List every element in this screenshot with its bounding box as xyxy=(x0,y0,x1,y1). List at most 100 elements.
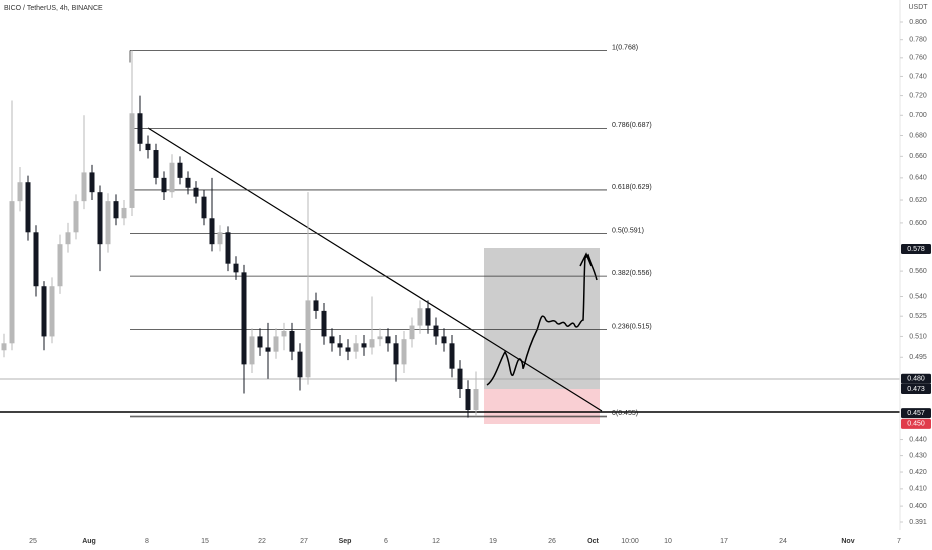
candle-body xyxy=(473,389,479,411)
candle-body xyxy=(305,300,311,378)
candle-body xyxy=(137,113,143,144)
candle-body xyxy=(417,308,423,326)
candle-body xyxy=(17,182,23,202)
y-tick-label: 0.510 xyxy=(909,333,927,340)
x-tick-label: 19 xyxy=(489,538,497,545)
candle-body xyxy=(89,172,95,193)
candle-body xyxy=(377,336,383,340)
fib-label: 0.236(0.515) xyxy=(612,323,652,330)
candle-body xyxy=(49,286,55,337)
candle-body xyxy=(121,207,127,219)
y-tick-label: 0.440 xyxy=(909,436,927,443)
candle-body xyxy=(465,389,471,411)
candle-body xyxy=(105,201,111,245)
fib-label: 0.5(0.591) xyxy=(612,227,644,234)
candle-body xyxy=(97,192,103,245)
price-badge-label: 0.480 xyxy=(907,376,925,383)
candle-body xyxy=(217,232,223,245)
y-tick-label: 0.660 xyxy=(909,153,927,160)
x-tick-label: Oct xyxy=(587,538,599,545)
candle-body xyxy=(193,187,199,197)
candle-body xyxy=(153,150,159,178)
y-tick-label: 0.740 xyxy=(909,73,927,80)
price-badge-label: 0.450 xyxy=(907,421,925,428)
projection-sketch xyxy=(486,252,598,386)
candle-body xyxy=(401,339,407,365)
y-tick-label: 0.410 xyxy=(909,486,927,493)
y-tick-label: 0.420 xyxy=(909,469,927,476)
candle-body xyxy=(297,351,303,378)
candle-body xyxy=(225,232,231,264)
candle-body xyxy=(185,177,191,188)
x-tick-label: 12 xyxy=(432,538,440,545)
price-badge-label: 0.578 xyxy=(907,246,925,253)
candle-body xyxy=(369,339,375,348)
fib-label: 0(0.455) xyxy=(612,410,638,417)
candle-body xyxy=(33,232,39,287)
candle-body xyxy=(337,343,343,348)
candle-body xyxy=(449,343,455,369)
candle-body xyxy=(265,347,271,352)
price-badge xyxy=(901,418,931,429)
candle-body xyxy=(409,325,415,340)
x-tick-label: 24 xyxy=(779,538,787,545)
x-tick-label: Aug xyxy=(82,538,96,545)
candle-body xyxy=(313,300,319,311)
candle-body xyxy=(441,336,447,344)
price-badge-label: 0.457 xyxy=(907,410,925,417)
candle-body xyxy=(425,308,431,326)
candle-body xyxy=(329,336,335,344)
currency-label: USDT xyxy=(908,4,928,11)
price-badge xyxy=(901,384,931,395)
candle-body xyxy=(41,286,47,337)
x-tick-label: 17 xyxy=(720,538,728,545)
candle-body xyxy=(321,310,327,337)
price-badge xyxy=(901,373,931,384)
y-tick-label: 0.780 xyxy=(909,37,927,44)
candle-body xyxy=(145,143,151,151)
price-badge-label: 0.473 xyxy=(907,386,925,393)
candle-body xyxy=(385,336,391,344)
y-tick-label: 0.391 xyxy=(909,519,927,526)
candle-body xyxy=(209,218,215,245)
candle-body xyxy=(257,336,263,348)
candle-body xyxy=(433,325,439,337)
x-tick-label: 10 xyxy=(664,538,672,545)
y-tick-label: 0.620 xyxy=(909,197,927,204)
y-tick-label: 0.700 xyxy=(909,112,927,119)
y-tick-label: 0.640 xyxy=(909,175,927,182)
candle-body xyxy=(161,177,167,193)
y-tick-label: 0.720 xyxy=(909,92,927,99)
fib-label: 0.618(0.629) xyxy=(612,184,652,191)
candle-body xyxy=(177,162,183,178)
candle-body xyxy=(393,343,399,365)
x-tick-label: 15 xyxy=(201,538,209,545)
candle-body xyxy=(353,343,359,352)
y-tick-label: 0.430 xyxy=(909,452,927,459)
candle-body xyxy=(249,336,255,365)
y-tick-label: 0.495 xyxy=(909,354,927,361)
candle-body xyxy=(65,232,71,245)
y-tick-label: 0.600 xyxy=(909,220,927,227)
trend-line xyxy=(147,127,603,412)
x-tick-label: 27 xyxy=(300,538,308,545)
fib-label: 0.382(0.556) xyxy=(612,270,652,277)
candle-body xyxy=(9,201,15,344)
price-badge xyxy=(901,244,931,255)
candle-body xyxy=(273,336,279,352)
candle-body xyxy=(1,343,7,351)
loss-zone xyxy=(484,389,600,424)
y-tick-label: 0.760 xyxy=(909,55,927,62)
profit-zone xyxy=(484,248,600,389)
candle-body xyxy=(233,263,239,273)
candle-body xyxy=(57,244,63,287)
x-tick-label: 26 xyxy=(548,538,556,545)
x-tick-label: Nov xyxy=(841,538,854,545)
candle-body xyxy=(25,182,31,233)
x-tick-label: 22 xyxy=(258,538,266,545)
x-tick-label: Sep xyxy=(339,538,352,545)
x-tick-label: 6 xyxy=(384,538,388,545)
candle-body xyxy=(281,330,287,337)
candle-body xyxy=(129,113,135,208)
candle-body xyxy=(113,201,119,219)
